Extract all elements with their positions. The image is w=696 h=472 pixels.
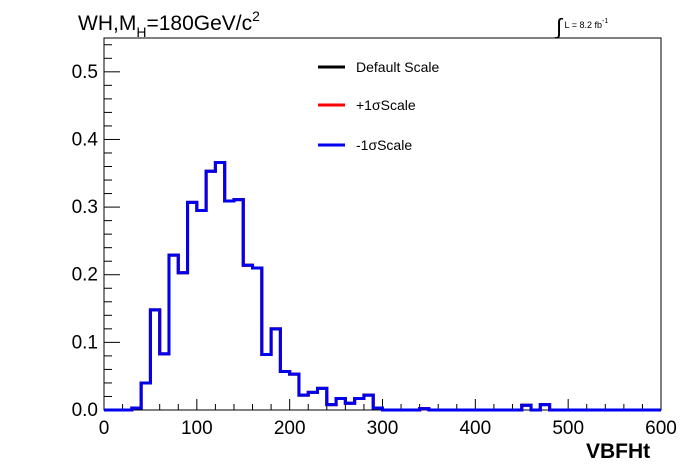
lumi-superscript: -1 [602, 18, 609, 25]
legend: Default Scale +1σScale -1σScale [318, 59, 439, 153]
legend-label-1: Default Scale [356, 59, 439, 75]
chart-title: WH,MH=180GeV/c2 [78, 8, 260, 40]
x-axis: 0 100 200 300 400 500 600 [99, 399, 677, 439]
legend-label-3: -1σScale [356, 137, 412, 153]
x-axis-label: VBFHt [586, 440, 651, 463]
integral-sign-icon: ∫ [556, 14, 563, 39]
series-line-1 [104, 160, 661, 412]
y-tick-label: 0.3 [72, 197, 98, 218]
series-layer [104, 160, 661, 412]
y-axis: 0.0 0.1 0.2 0.3 0.4 0.5 [72, 44, 120, 421]
y-tick-label: 0.1 [72, 332, 98, 353]
y-tick-label: 0.4 [72, 129, 99, 150]
series-line-3 [104, 160, 661, 412]
y-tick-label: 0.5 [72, 62, 98, 83]
x-tick-label: 400 [459, 418, 491, 439]
title-superscript: 2 [252, 8, 260, 24]
title-mass: =180GeV/c [146, 12, 253, 35]
y-tick-label: 0.0 [72, 400, 98, 421]
y-tick-label: 0.2 [72, 265, 98, 286]
x-tick-label: 300 [367, 418, 399, 439]
luminosity-label: ∫ L = 8.2 fb-1 [556, 14, 608, 40]
x-tick-label: 600 [645, 418, 677, 439]
x-tick-label: 0 [99, 418, 110, 439]
legend-label-2: +1σScale [356, 97, 416, 113]
title-prefix: WH,M [78, 12, 137, 35]
x-tick-label: 100 [181, 418, 213, 439]
x-tick-label: 500 [552, 418, 584, 439]
series-line-2 [104, 160, 661, 412]
lumi-text: L = 8.2 fb [564, 20, 602, 30]
x-tick-label: 200 [274, 418, 306, 439]
title-subscript: H [136, 24, 147, 40]
